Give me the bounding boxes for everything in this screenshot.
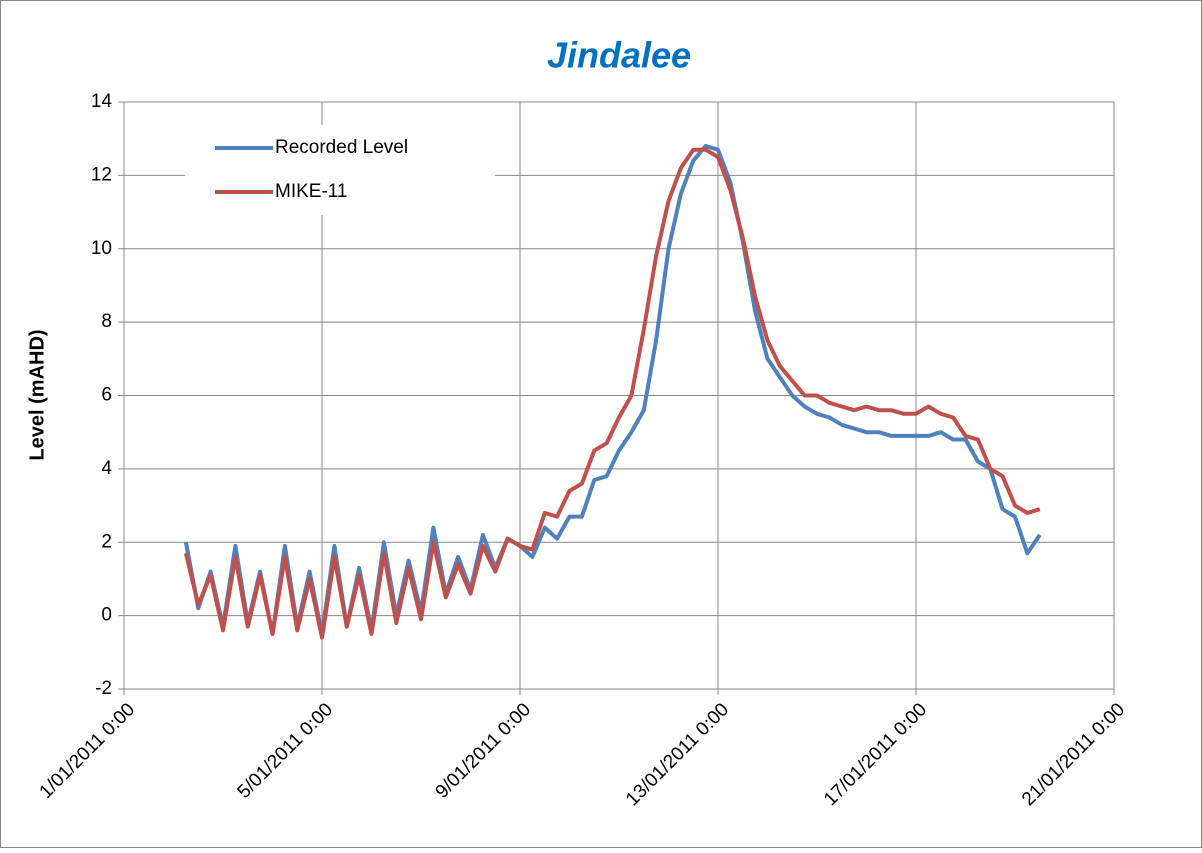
legend-label: Recorded Level: [275, 137, 408, 158]
y-tick-label: 12: [91, 164, 112, 185]
y-tick-label: 2: [101, 531, 112, 552]
legend-box: [185, 125, 495, 215]
y-tick-label: 8: [101, 311, 112, 332]
chart-title: Jindalee: [547, 35, 691, 76]
y-tick-label: 0: [101, 605, 112, 626]
y-tick-label: 4: [101, 458, 112, 479]
plot-frame: [123, 101, 1115, 690]
series-line: [183, 147, 1041, 640]
legend-label: MIKE-11: [275, 181, 348, 202]
y-tick-label: 6: [101, 385, 112, 406]
y-tick-label: 14: [91, 91, 113, 112]
y-tick-label: 10: [91, 238, 112, 259]
y-tick-label: -2: [95, 678, 112, 699]
y-axis-label: Level (mAHD): [26, 329, 48, 460]
